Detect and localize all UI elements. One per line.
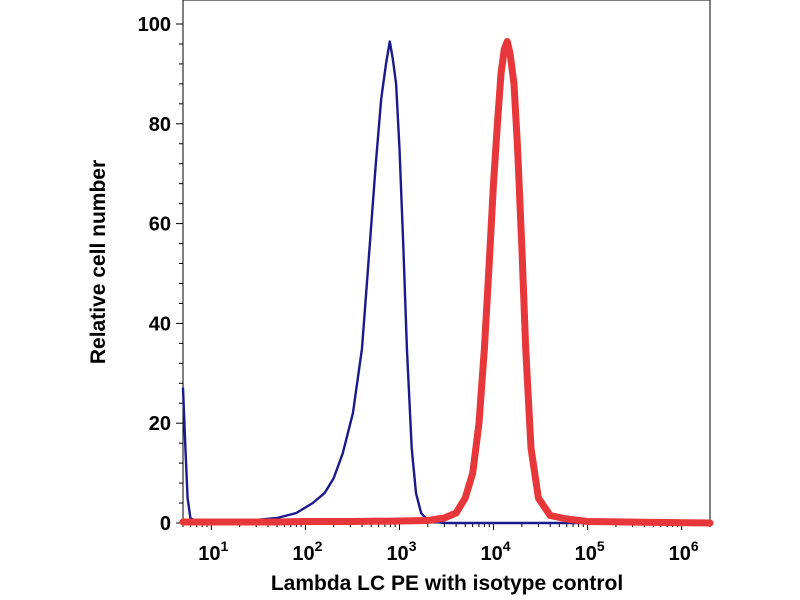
x-tick-exponent: 2 (315, 538, 323, 554)
series-line-blue (181, 40, 712, 525)
x-tick-base: 10 (481, 543, 503, 565)
x-tick-base: 10 (198, 543, 220, 565)
x-tick-label: 103 (386, 538, 416, 565)
x-axis-title: Lambda LC PE with isotype control (271, 572, 623, 595)
y-tick-label: 0 (160, 513, 171, 535)
x-tick-exponent: 6 (691, 538, 699, 554)
plot-border (182, 0, 711, 524)
x-tick-label: 104 (481, 538, 511, 565)
x-tick-base: 10 (386, 543, 408, 565)
x-tick-base: 10 (575, 543, 597, 565)
x-tick-label: 101 (198, 538, 228, 565)
y-tick-label: 40 (149, 313, 171, 335)
x-tick-exponent: 5 (597, 538, 605, 554)
y-tick-label: 100 (138, 14, 171, 36)
x-tick-exponent: 4 (503, 538, 511, 554)
x-tick-base: 10 (292, 543, 314, 565)
x-tick-label: 106 (669, 538, 699, 565)
y-axis-ticks: 0 20 40 60 80 100 (138, 14, 183, 535)
series-line-red (179, 38, 714, 527)
y-tick-label: 20 (149, 413, 171, 435)
series-layer (179, 38, 714, 527)
x-tick-label: 102 (292, 538, 322, 565)
y-tick-label: 60 (149, 214, 171, 236)
x-tick-exponent: 1 (221, 538, 229, 554)
y-tick-label: 80 (149, 114, 171, 136)
x-tick-base: 10 (669, 543, 691, 565)
x-tick-exponent: 3 (409, 538, 417, 554)
x-axis-ticks: 101 102 103 104 105 106 (182, 523, 711, 565)
y-axis-title: Relative cell number (87, 160, 110, 364)
x-tick-label: 105 (575, 538, 605, 565)
plot-frame (182, 0, 711, 524)
